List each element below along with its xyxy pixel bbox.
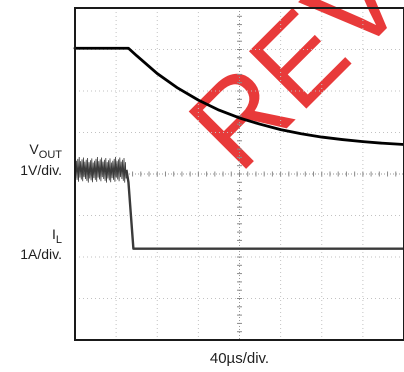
scope-traces bbox=[73, 46, 404, 250]
vout-label-sub: OUT bbox=[38, 149, 62, 161]
vout-scale-label: 1V/div. bbox=[20, 162, 62, 178]
il-label-main: I bbox=[51, 226, 56, 242]
watermark: REV bbox=[164, 0, 404, 194]
x-axis-scale-label: 40µs/div. bbox=[209, 350, 270, 367]
il-label-sub: L bbox=[55, 234, 62, 246]
il-channel-label: IL bbox=[51, 226, 62, 246]
vout-trace bbox=[73, 46, 404, 146]
watermark-text: REV bbox=[164, 0, 404, 194]
vout-channel-label: VOUT bbox=[29, 141, 62, 161]
il-trace bbox=[125, 169, 404, 250]
il-scale-label: 1A/div. bbox=[20, 246, 62, 262]
vout-label-main: V bbox=[29, 141, 39, 157]
il-ripple-trace bbox=[74, 157, 127, 183]
plot-frame bbox=[74, 7, 404, 341]
scope-graticule bbox=[74, 7, 404, 341]
